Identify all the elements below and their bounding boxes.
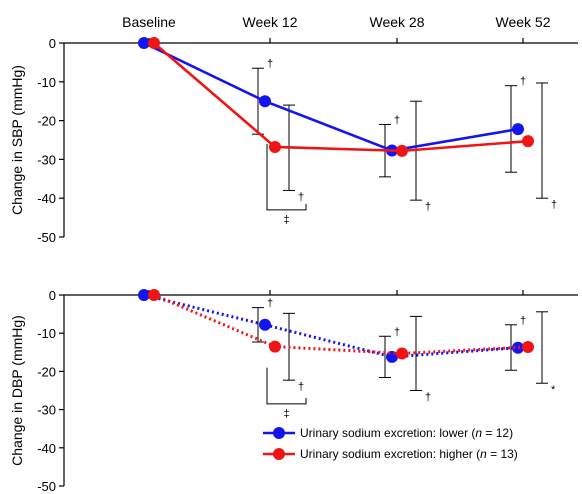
timepoint-labels: Baseline Week 12 Week 28 Week 52: [122, 14, 551, 30]
legend-label-higher: Urinary sodium excretion: higher (n = 13…: [300, 447, 518, 461]
significance-mark: *: [551, 384, 556, 396]
data-point-higher: [522, 135, 534, 148]
data-point-higher: [396, 144, 408, 157]
timepoint-label: Week 52: [496, 14, 551, 30]
significance-mark: †: [425, 201, 431, 213]
comparison-bracket: [266, 143, 307, 211]
legend: Urinary sodium excretion: lower (n = 12)…: [263, 426, 518, 461]
significance-mark: †: [551, 199, 557, 211]
data-point-lower: [512, 123, 524, 136]
sbp-panel: 0 -10 -20 -30 -40 -50 Change in SBP (mmHg) ‡ † † †…: [9, 36, 578, 245]
legend-label-count: = 12): [482, 426, 513, 440]
series-line-lower: [143, 293, 519, 359]
y-tick-label: -10: [37, 326, 56, 341]
data-point-higher: [269, 340, 281, 353]
data-point-higher: [522, 340, 534, 353]
data-point-higher: [148, 37, 160, 49]
y-axis-title: Change in SBP (mmHg): [9, 65, 25, 215]
data-point-higher: [269, 140, 281, 153]
significance-mark: †: [298, 191, 304, 203]
data-point-lower: [138, 289, 150, 301]
dbp-panel: 0 -10 -20 -30 -40 -50 Change in DBP (mmHg) ‡ † † †…: [9, 288, 578, 494]
series-line-lower: [143, 41, 519, 152]
legend-marker-higher: [273, 448, 285, 460]
legend-label-text: Urinary sodium excretion: higher (: [300, 447, 480, 461]
legend-label-n: n: [480, 447, 487, 461]
y-tick-label: 0: [49, 36, 56, 51]
y-axis-title: Change in DBP (mmHg): [9, 315, 25, 466]
comparison-mark: ‡: [283, 214, 289, 226]
y-tick-label: -30: [37, 152, 56, 167]
y-tick-label: 0: [49, 288, 56, 303]
legend-label-n: n: [475, 426, 482, 440]
data-point-lower: [138, 37, 150, 49]
significance-mark: †: [267, 298, 273, 310]
legend-marker-lower: [273, 427, 285, 439]
y-tick-label: -30: [37, 403, 56, 418]
y-tick-label: -50: [37, 230, 56, 245]
significance-mark: †: [394, 114, 400, 126]
data-point-lower: [259, 95, 271, 108]
timepoint-label: Week 28: [370, 14, 425, 30]
comparison-bracket: [266, 367, 307, 405]
legend-label-text: Urinary sodium excretion: lower (: [300, 426, 475, 440]
y-tick-label: -40: [37, 441, 56, 456]
legend-label-lower: Urinary sodium excretion: lower (n = 12): [300, 426, 513, 440]
y-tick-label: -10: [37, 75, 56, 90]
data-point-higher: [148, 289, 160, 301]
comparison-mark: ‡: [283, 408, 289, 420]
y-tick-label: -20: [37, 114, 56, 129]
series-line-higher: [153, 42, 529, 153]
data-point-lower: [512, 341, 524, 354]
y-tick-label: -40: [37, 191, 56, 206]
legend-label-count: = 13): [487, 447, 518, 461]
significance-mark: †: [298, 381, 304, 393]
data-point-lower: [259, 318, 271, 331]
significance-mark: †: [520, 76, 526, 88]
data-point-higher: [396, 347, 408, 360]
significance-mark: †: [267, 58, 273, 70]
significance-mark: †: [425, 392, 431, 404]
timepoint-label: Week 12: [243, 14, 298, 30]
y-tick-label: -50: [37, 479, 56, 494]
series-line-higher: [153, 293, 529, 355]
significance-mark: †: [520, 315, 526, 327]
significance-mark: †: [394, 326, 400, 338]
timepoint-label: Baseline: [122, 14, 176, 30]
y-tick-label: -20: [37, 364, 56, 379]
